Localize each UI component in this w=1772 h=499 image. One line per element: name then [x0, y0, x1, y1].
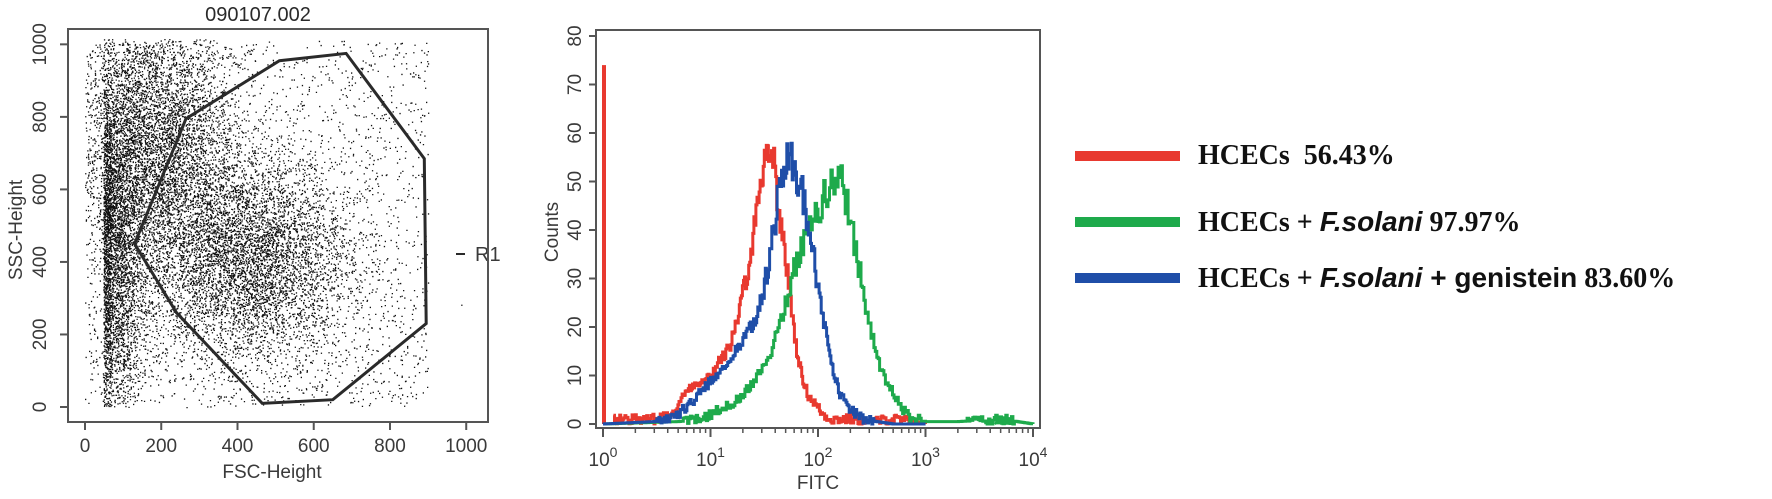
scatter-x-tick-label: 200 — [145, 436, 177, 457]
histogram-x-label: FITC — [797, 473, 839, 494]
scatter-x-tick-label: 400 — [222, 436, 254, 457]
scatter-frame — [67, 28, 489, 423]
histogram-first-channel-spike — [602, 65, 606, 424]
legend-text-italic: F.solani — [1319, 205, 1423, 237]
histogram-y-tick-label: 80 — [565, 25, 586, 46]
histogram-y-tick-label: 50 — [565, 171, 586, 192]
histogram-x-tick-label: 104 — [1019, 444, 1048, 471]
histogram-x-tick-label: 103 — [911, 444, 940, 471]
legend-swatch-blue — [1075, 273, 1180, 283]
scatter-x-label: FSC-Height — [222, 462, 322, 483]
scatter-plot-panel: 090107.002 R1 0 200 400 600 800 1000020040060… — [6, 4, 501, 483]
scatter-y-label: SSC-Height — [6, 179, 27, 280]
histogram-y-tick-label: 70 — [565, 74, 586, 95]
scatter-axes: 0 200 400 600 800 1000 0 200 400 600 800 1000 — [30, 23, 487, 457]
legend-item-hcecs: HCECs 56.43% — [1075, 136, 1395, 176]
histogram-y-tick-label: 10 — [565, 365, 586, 386]
legend-text-part: + genistein — [1422, 261, 1578, 293]
histogram-axes: 0 10 20 30 40 50 60 70 80 100 101 102 103 104 — [565, 25, 1048, 471]
histogram-x-tick-label: 102 — [804, 444, 833, 471]
histogram-x-tick-label: 100 — [589, 444, 618, 471]
gate-r1-polygon — [132, 51, 428, 405]
scatter-x-tick-label: 0 — [80, 436, 91, 457]
histogram-y-tick-label: 20 — [565, 316, 586, 337]
histogram-series-line — [603, 164, 1035, 426]
scatter-x-tick-label: 1000 — [445, 436, 487, 457]
scatter-y-tick-label: 600 — [30, 174, 51, 206]
legend-text-part: HCECs + — [1198, 206, 1320, 238]
scatter-y-tick-label: 1000 — [30, 23, 51, 65]
scatter-x-tick-label: 600 — [298, 436, 330, 457]
histogram-x-tick-label: 101 — [696, 444, 725, 471]
scatter-title: 090107.002 — [205, 4, 311, 26]
scatter-y-tick-label: 0 — [30, 402, 51, 413]
legend-text-part: 97.97% — [1422, 206, 1521, 238]
histogram-y-tick-label: 30 — [565, 268, 586, 289]
histogram-series — [602, 65, 1035, 426]
histogram-series-line — [602, 141, 926, 426]
legend-item-hcecs-fsolani: HCECs + F.solani 97.97% — [1075, 202, 1520, 242]
legend-text-part: HCECs + — [1198, 262, 1320, 294]
histogram-panel: 0 10 20 30 40 50 60 70 80 100 101 102 103 104 FITC Co… — [542, 25, 1048, 494]
scatter-y-tick-label: 400 — [30, 246, 51, 278]
histogram-frame — [595, 29, 1041, 429]
legend-swatch-green — [1075, 217, 1180, 227]
histogram-y-tick-label: 60 — [565, 122, 586, 143]
scatter-y-tick-label: 800 — [30, 101, 51, 133]
legend-text-part: 83.60% — [1577, 262, 1676, 294]
legend-text-italic: F.solani — [1319, 261, 1423, 293]
scatter-x-tick-label: 800 — [374, 436, 406, 457]
scatter-y-tick-label: 200 — [30, 319, 51, 351]
legend-label: HCECs + F.solani 97.97% — [1198, 206, 1520, 239]
legend-item-hcecs-fsolani-genistein: HCECs + F.solani + genistein 83.60% — [1075, 258, 1675, 298]
legend-swatch-red — [1075, 151, 1180, 161]
histogram-y-tick-label: 40 — [565, 219, 586, 240]
legend-label: HCECs 56.43% — [1198, 140, 1395, 172]
histogram-series-line — [613, 143, 927, 426]
histogram-small-peak — [993, 417, 1008, 425]
legend-text-part: HCECs 56.43% — [1198, 140, 1395, 171]
histogram-y-tick-label: 0 — [565, 419, 586, 430]
legend-label: HCECs + F.solani + genistein 83.60% — [1198, 262, 1675, 295]
histogram-y-label: Counts — [542, 202, 563, 262]
